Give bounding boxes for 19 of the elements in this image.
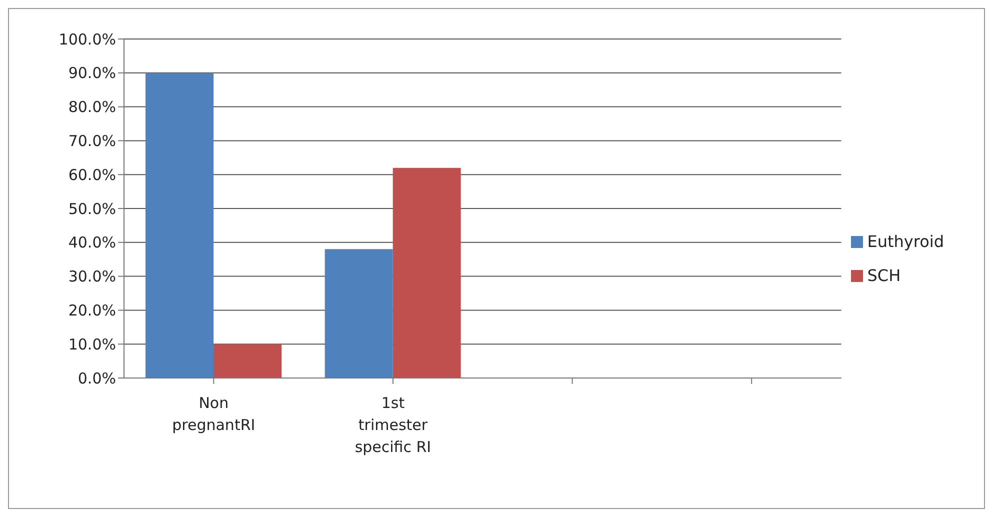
x-tick-label: Non pregnantRI: [172, 394, 256, 434]
y-tick-label: 20.0%: [68, 302, 116, 320]
bar: [214, 344, 282, 378]
bar: [392, 168, 461, 378]
y-tick-label: 10.0%: [68, 335, 116, 354]
bar: [146, 72, 214, 378]
legend-label: Euthyroid: [867, 232, 944, 250]
y-tick-label: 80.0%: [68, 98, 116, 116]
y-tick-label: 90.0%: [68, 64, 116, 82]
y-tick-label: 100.0%: [58, 30, 116, 48]
x-tick-label: 1st trimester specific RI: [354, 394, 432, 456]
y-tick-label: 70.0%: [68, 132, 116, 150]
y-tick-label: 40.0%: [68, 234, 116, 252]
y-tick-label: 50.0%: [68, 200, 116, 218]
y-tick-label: 0.0%: [78, 369, 116, 388]
y-tick-label: 60.0%: [68, 166, 116, 184]
legend-label: SCH: [867, 266, 901, 284]
y-tick-label: 30.0%: [68, 268, 116, 286]
bar: [324, 249, 393, 378]
